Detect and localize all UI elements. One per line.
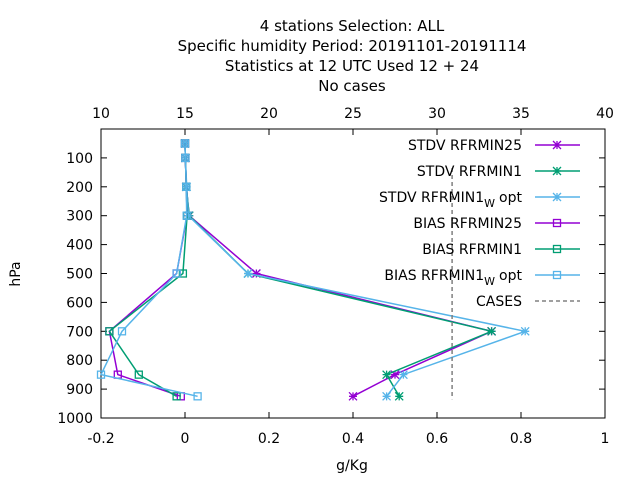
y-tick-label: 700	[66, 324, 93, 340]
legend-label: BIAS RFRMIN1W opt	[384, 268, 522, 288]
y-axis-label: hPa	[8, 261, 24, 286]
legend-label-subscript: W	[484, 197, 495, 210]
legend-label: BIAS RFRMIN25	[413, 216, 522, 232]
x-tick-label: 1	[601, 431, 610, 447]
legend-label-suffix: opt	[499, 268, 522, 284]
x-tick-label: 0.6	[426, 431, 448, 447]
x2-tick-label: 15	[176, 106, 194, 122]
x-axis-label: g/Kg	[336, 458, 368, 474]
data-point	[134, 370, 143, 379]
y-tick-label: 600	[66, 295, 93, 311]
y-tick-label: 1000	[57, 411, 93, 427]
data-point	[117, 327, 127, 336]
data-point	[382, 391, 392, 401]
data-point	[172, 392, 181, 401]
series-5	[96, 139, 202, 401]
data-point	[394, 391, 404, 401]
legend-item: BIAS RFRMIN1W opt	[384, 268, 580, 288]
legend-label: CASES	[476, 294, 522, 310]
legend-label: BIAS RFRMIN1	[422, 242, 522, 258]
title-line-4: No cases	[318, 77, 386, 95]
legend-item: STDV RFRMIN1W opt	[379, 190, 580, 210]
legend-item: STDV RFRMIN25	[408, 138, 580, 154]
x2-tick-label: 40	[596, 106, 614, 122]
chart-title: 4 stations Selection: ALL Specific humid…	[178, 17, 527, 95]
legend-marker	[552, 244, 562, 254]
legend-marker	[552, 270, 562, 280]
y-axis-ticks: 100 200 300 400 500 600 700 800 900 1000	[57, 151, 605, 427]
x-axis-ticks: -0.2 0 0.2 0.4 0.6 0.8 1	[87, 412, 609, 447]
legend-item: BIAS RFRMIN1	[422, 242, 580, 258]
data-point	[181, 153, 190, 163]
legend-marker	[552, 166, 562, 176]
data-point	[105, 327, 114, 336]
legend-label: STDV RFRMIN1W opt	[379, 190, 522, 210]
data-point	[193, 392, 202, 401]
legend-label: STDV RFRMIN1	[417, 164, 522, 180]
data-point	[183, 211, 193, 221]
data-point	[520, 326, 530, 336]
x-tick-label: 0.8	[510, 431, 532, 447]
y-tick-label: 200	[66, 180, 93, 196]
legend-label-subscript: W	[484, 275, 495, 288]
data-point	[348, 391, 358, 401]
y-tick-label: 100	[66, 151, 93, 167]
legend-marker	[552, 218, 562, 228]
data-point	[180, 139, 190, 148]
title-line-2: Specific humidity Period: 20191101-20191…	[178, 37, 527, 55]
series-line	[99, 143, 198, 398]
legend-label: STDV RFRMIN25	[408, 138, 522, 154]
legend-marker	[552, 140, 562, 150]
data-point	[182, 211, 191, 220]
legend-label-prefix: BIAS RFRMIN1	[384, 268, 484, 284]
y-tick-label: 800	[66, 353, 93, 369]
x2-axis-ticks: 10 15 20 25 30 35 40	[92, 106, 614, 135]
legend-label-suffix: opt	[499, 190, 522, 206]
y-tick-label: 400	[66, 238, 93, 254]
x2-tick-label: 35	[512, 106, 530, 122]
data-point	[176, 392, 185, 401]
data-point	[96, 370, 106, 379]
data-point	[398, 370, 408, 380]
y-tick-label: 500	[66, 267, 93, 283]
legend-item: BIAS RFRMIN25	[413, 216, 580, 232]
data-point	[390, 370, 400, 380]
data-point	[178, 269, 188, 278]
data-point	[251, 269, 261, 278]
x-tick-label: 0.4	[342, 431, 364, 447]
title-line-3: Statistics at 12 UTC Used 12 + 24	[225, 57, 479, 75]
y-tick-label: 300	[66, 209, 93, 225]
x2-tick-label: 25	[344, 106, 362, 122]
data-point	[243, 269, 253, 278]
data-point	[172, 269, 181, 278]
legend-item: STDV RFRMIN1	[417, 164, 580, 180]
x-tick-label: -0.2	[87, 431, 114, 447]
x-tick-label: 0	[181, 431, 190, 447]
legend-label-prefix: STDV RFRMIN1	[379, 190, 484, 206]
title-line-1: 4 stations Selection: ALL	[260, 17, 445, 35]
x-tick-label: 0.2	[258, 431, 280, 447]
x2-tick-label: 10	[92, 106, 110, 122]
data-point	[487, 326, 497, 336]
y-tick-label: 900	[66, 382, 93, 398]
data-point	[382, 370, 392, 380]
data-point	[182, 182, 191, 191]
series-layer	[96, 138, 530, 401]
x2-tick-label: 20	[260, 106, 278, 122]
x2-tick-label: 30	[428, 106, 446, 122]
legend-marker	[552, 192, 562, 202]
legend-item: CASES	[476, 294, 580, 310]
